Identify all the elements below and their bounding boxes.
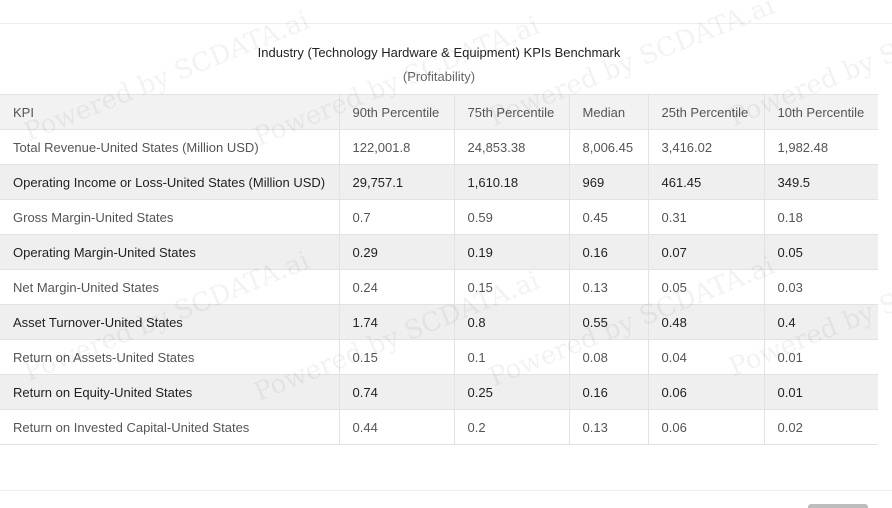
value-cell: 8,006.45 [568, 129, 648, 165]
value-cell: 0.03 [763, 269, 878, 305]
value-cell: 0.19 [453, 234, 569, 270]
value-cell: 0.24 [338, 269, 454, 305]
column-header: 90th Percentile [338, 94, 454, 130]
kpi-name-cell: Gross Margin-United States [0, 199, 339, 235]
kpi-name-cell: Return on Invested Capital-United States [0, 409, 339, 445]
value-cell: 24,853.38 [453, 129, 569, 165]
kpi-name-cell: Return on Equity-United States [0, 374, 339, 410]
value-cell: 0.08 [568, 339, 648, 375]
value-cell: 0.55 [568, 304, 648, 340]
value-cell: 969 [568, 164, 648, 200]
value-cell: 0.74 [338, 374, 454, 410]
table-row: Gross Margin-United States 0.7 0.59 0.45… [0, 199, 878, 235]
value-cell: 0.29 [338, 234, 454, 270]
value-cell: 0.16 [568, 374, 648, 410]
column-header: 10th Percentile [763, 94, 878, 130]
table-row: Operating Margin-United States 0.29 0.19… [0, 234, 878, 270]
page-subtitle: (Profitability) [402, 69, 476, 84]
scrollbar-handle[interactable] [808, 504, 868, 508]
value-cell: 0.13 [568, 269, 648, 305]
table-row: Total Revenue-United States (Million USD… [0, 129, 878, 165]
value-cell: 0.06 [647, 374, 764, 410]
kpi-name-cell: Operating Margin-United States [0, 234, 339, 270]
kpi-benchmark-table: KPI 90th Percentile 75th Percentile Medi… [0, 94, 878, 445]
value-cell: 349.5 [763, 164, 878, 200]
value-cell: 461.45 [647, 164, 764, 200]
value-cell: 0.48 [647, 304, 764, 340]
value-cell: 29,757.1 [338, 164, 454, 200]
value-cell: 0.15 [338, 339, 454, 375]
value-cell: 0.31 [647, 199, 764, 235]
value-cell: 0.18 [763, 199, 878, 235]
kpi-name-cell: Operating Income or Loss-United States (… [0, 164, 339, 200]
value-cell: 0.8 [453, 304, 569, 340]
value-cell: 1,610.18 [453, 164, 569, 200]
value-cell: 0.16 [568, 234, 648, 270]
column-header: 25th Percentile [647, 94, 764, 130]
value-cell: 0.4 [763, 304, 878, 340]
value-cell: 0.02 [763, 409, 878, 445]
kpi-name-cell: Return on Assets-United States [0, 339, 339, 375]
value-cell: 0.01 [763, 374, 878, 410]
table-row: Return on Equity-United States 0.74 0.25… [0, 374, 878, 410]
kpi-name-cell: Net Margin-United States [0, 269, 339, 305]
value-cell: 1,982.48 [763, 129, 878, 165]
value-cell: 0.59 [453, 199, 569, 235]
value-cell: 0.01 [763, 339, 878, 375]
value-cell: 0.7 [338, 199, 454, 235]
page-title: Industry (Technology Hardware & Equipmen… [257, 45, 621, 60]
table-row: Return on Assets-United States 0.15 0.1 … [0, 339, 878, 375]
kpi-name-cell: Total Revenue-United States (Million USD… [0, 129, 339, 165]
value-cell: 0.05 [647, 269, 764, 305]
value-cell: 0.13 [568, 409, 648, 445]
value-cell: 0.25 [453, 374, 569, 410]
value-cell: 0.2 [453, 409, 569, 445]
column-header: KPI [0, 94, 339, 130]
table-header-row: KPI 90th Percentile 75th Percentile Medi… [0, 94, 878, 130]
top-divider [0, 23, 892, 24]
value-cell: 0.06 [647, 409, 764, 445]
column-header: Median [568, 94, 648, 130]
table-row: Operating Income or Loss-United States (… [0, 164, 878, 200]
kpi-name-cell: Asset Turnover-United States [0, 304, 339, 340]
value-cell: 0.44 [338, 409, 454, 445]
column-header: 75th Percentile [453, 94, 569, 130]
value-cell: 0.04 [647, 339, 764, 375]
table-row: Net Margin-United States 0.24 0.15 0.13 … [0, 269, 878, 305]
value-cell: 0.45 [568, 199, 648, 235]
value-cell: 0.1 [453, 339, 569, 375]
value-cell: 122,001.8 [338, 129, 454, 165]
table-row: Return on Invested Capital-United States… [0, 409, 878, 445]
value-cell: 3,416.02 [647, 129, 764, 165]
table-row: Asset Turnover-United States 1.74 0.8 0.… [0, 304, 878, 340]
value-cell: 0.07 [647, 234, 764, 270]
value-cell: 0.05 [763, 234, 878, 270]
bottom-divider [0, 490, 892, 491]
value-cell: 0.15 [453, 269, 569, 305]
value-cell: 1.74 [338, 304, 454, 340]
